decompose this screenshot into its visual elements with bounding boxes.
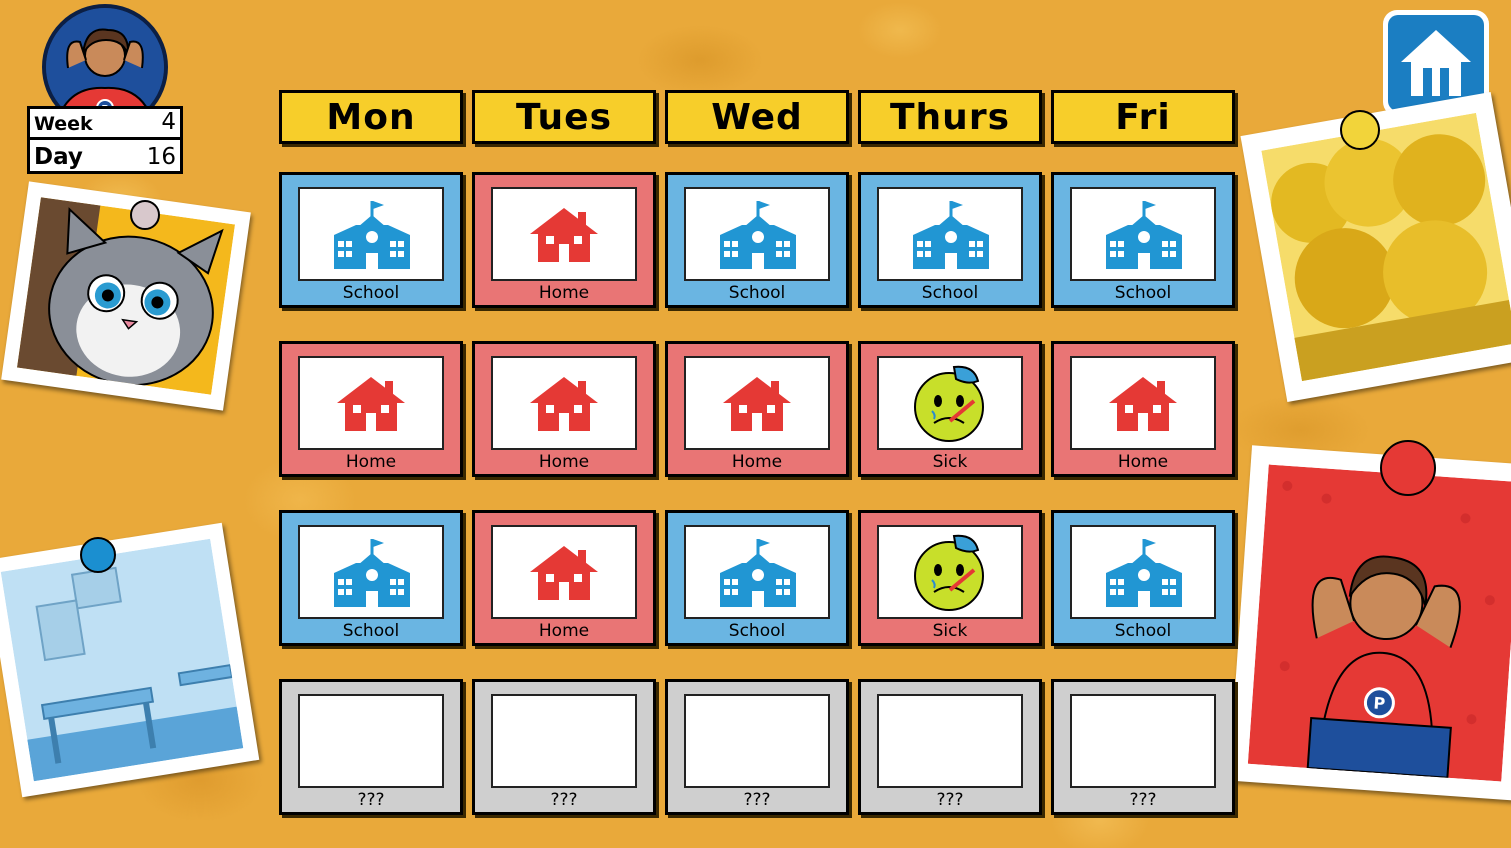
day-header-fri: Fri — [1051, 90, 1235, 144]
card-label: School — [921, 283, 979, 303]
autumn-trees-photo — [1240, 91, 1511, 403]
card-image-frame — [491, 694, 637, 788]
card-label: School — [728, 283, 786, 303]
card-image-frame — [1070, 187, 1216, 281]
card-image-frame — [877, 187, 1023, 281]
home-icon — [335, 375, 407, 431]
classroom-photo — [0, 522, 260, 798]
card-label: Home — [731, 452, 783, 472]
day-value: 16 — [146, 144, 176, 170]
day-card-home[interactable]: Home — [472, 341, 656, 477]
day-header-thurs: Thurs — [858, 90, 1042, 144]
day-card-school[interactable]: School — [665, 172, 849, 308]
day-card-school[interactable]: School — [665, 510, 849, 646]
day-card-home[interactable]: Home — [472, 172, 656, 308]
day-header-mon: Mon — [279, 90, 463, 144]
card-label: Home — [538, 452, 590, 472]
card-label: School — [1114, 621, 1172, 641]
day-card-home[interactable]: Home — [472, 510, 656, 646]
card-label: ??? — [550, 790, 578, 810]
card-label: ??? — [936, 790, 964, 810]
sick-icon — [912, 363, 988, 443]
day-label: Day — [34, 144, 83, 170]
day-card-school[interactable]: School — [1051, 172, 1235, 308]
day-card-school[interactable]: School — [858, 172, 1042, 308]
card-image-frame — [877, 694, 1023, 788]
player-avatar: P — [42, 4, 168, 130]
card-image-frame — [877, 525, 1023, 619]
cat-photo — [1, 181, 251, 411]
card-label: School — [342, 621, 400, 641]
home-icon — [528, 375, 600, 431]
card-image-frame — [298, 694, 444, 788]
card-label: Sick — [932, 621, 968, 641]
stats-panel: Week 4 Day 16 — [27, 106, 183, 174]
day-card-home[interactable]: Home — [665, 341, 849, 477]
day-card-unknown[interactable]: ??? — [472, 679, 656, 815]
sick-icon — [912, 532, 988, 612]
day-card-school[interactable]: School — [1051, 510, 1235, 646]
card-label: Home — [1117, 452, 1169, 472]
day-card-unknown[interactable]: ??? — [665, 679, 849, 815]
card-label: School — [1114, 283, 1172, 303]
pin — [1380, 440, 1436, 496]
day-card-unknown[interactable]: ??? — [279, 679, 463, 815]
day-card-unknown[interactable]: ??? — [1051, 679, 1235, 815]
school-icon — [911, 199, 989, 269]
day-header-wed: Wed — [665, 90, 849, 144]
day-card-school[interactable]: School — [279, 172, 463, 308]
school-icon — [1104, 199, 1182, 269]
home-icon — [721, 375, 793, 431]
svg-text:P: P — [1373, 693, 1386, 713]
week-label: Week — [34, 113, 93, 135]
home-icon — [1401, 30, 1471, 96]
card-label: ??? — [357, 790, 385, 810]
day-card-unknown[interactable]: ??? — [858, 679, 1042, 815]
day-card-home[interactable]: Home — [1051, 341, 1235, 477]
card-label: ??? — [1129, 790, 1157, 810]
day-card-sick[interactable]: Sick — [858, 341, 1042, 477]
card-image-frame — [298, 525, 444, 619]
pin — [1340, 110, 1380, 150]
card-image-frame — [684, 356, 830, 450]
day-card-sick[interactable]: Sick — [858, 510, 1042, 646]
school-icon — [718, 537, 796, 607]
day-card-school[interactable]: School — [279, 510, 463, 646]
card-image-frame — [1070, 694, 1216, 788]
card-label: Home — [538, 283, 590, 303]
home-icon — [528, 206, 600, 262]
week-value: 4 — [161, 109, 176, 135]
card-image-frame — [1070, 356, 1216, 450]
character-photo: P — [1228, 445, 1511, 801]
card-label: Home — [538, 621, 590, 641]
card-image-frame — [491, 356, 637, 450]
week-row: Week 4 — [30, 109, 180, 140]
home-icon — [1107, 375, 1179, 431]
day-row: Day 16 — [30, 141, 180, 172]
school-icon — [332, 199, 410, 269]
card-image-frame — [684, 694, 830, 788]
card-image-frame — [1070, 525, 1216, 619]
card-image-frame — [491, 187, 637, 281]
home-icon — [528, 544, 600, 600]
card-image-frame — [877, 356, 1023, 450]
card-label: Sick — [932, 452, 968, 472]
day-header-tues: Tues — [472, 90, 656, 144]
pin — [130, 200, 160, 230]
card-image-frame — [684, 525, 830, 619]
school-icon — [1104, 537, 1182, 607]
school-icon — [332, 537, 410, 607]
school-icon — [718, 199, 796, 269]
card-image-frame — [491, 525, 637, 619]
card-image-frame — [298, 187, 444, 281]
card-label: School — [728, 621, 786, 641]
card-label: School — [342, 283, 400, 303]
card-label: ??? — [743, 790, 771, 810]
card-image-frame — [684, 187, 830, 281]
card-image-frame — [298, 356, 444, 450]
home-button-face — [1388, 15, 1484, 111]
card-label: Home — [345, 452, 397, 472]
pin — [80, 537, 116, 573]
day-card-home[interactable]: Home — [279, 341, 463, 477]
